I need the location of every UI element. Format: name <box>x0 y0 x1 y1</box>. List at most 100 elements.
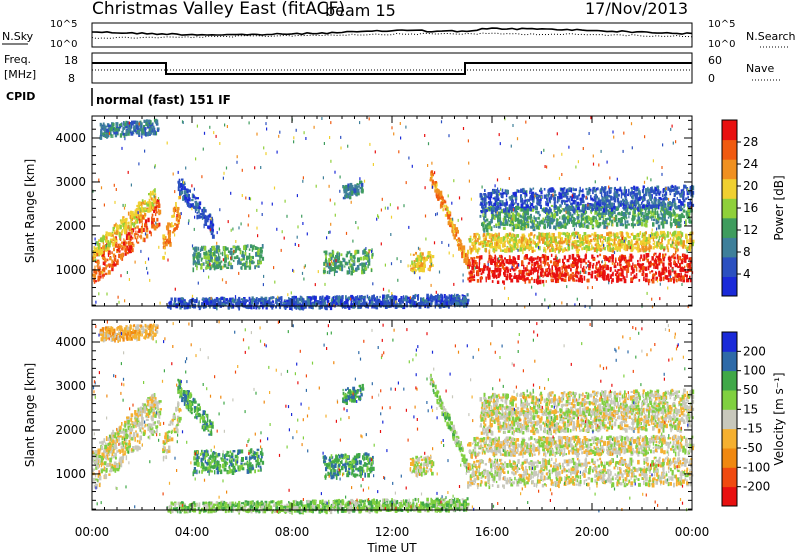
heatmap-cell <box>611 279 613 284</box>
heatmap-cell <box>658 245 660 249</box>
heatmap-cell <box>648 242 650 247</box>
heatmap-cell <box>123 218 127 222</box>
heatmap-cell <box>496 245 499 248</box>
heatmap-cell <box>652 276 654 279</box>
heatmap-cell <box>529 188 533 192</box>
heatmap-cell <box>610 196 613 201</box>
heatmap-cell <box>583 195 585 198</box>
heatmap-cell <box>608 187 610 192</box>
heatmap-cell <box>595 264 597 268</box>
heatmap-cell <box>486 232 488 238</box>
heatmap-cell <box>507 189 509 195</box>
heatmap-cell <box>565 222 569 226</box>
heatmap-cell <box>642 234 645 237</box>
heatmap-cell <box>648 201 650 204</box>
heatmap-cell <box>178 215 181 221</box>
heatmap-cell <box>347 195 350 198</box>
heatmap-cell <box>608 244 611 249</box>
heatmap-cell <box>472 269 475 274</box>
heatmap-cell <box>520 243 523 249</box>
heatmap-cell <box>495 267 499 273</box>
heatmap-cell <box>565 200 568 203</box>
heatmap-cell <box>529 201 532 206</box>
heatmap-cell <box>624 242 627 247</box>
heatmap-cell <box>538 279 542 285</box>
heatmap-cell <box>615 237 617 241</box>
heatmap-cell <box>650 187 653 191</box>
heatmap-cell <box>560 222 563 226</box>
heatmap-cell <box>514 208 518 213</box>
heatmap-cell <box>611 248 615 253</box>
heatmap-cell <box>512 263 515 267</box>
heatmap-cell <box>412 303 416 308</box>
heatmap-cell <box>580 213 583 217</box>
heatmap-cell <box>580 215 582 220</box>
heatmap-cell <box>114 243 118 248</box>
heatmap-cell <box>491 280 494 283</box>
heatmap-cell <box>602 236 606 239</box>
heatmap-cell <box>618 240 620 245</box>
heatmap-cell <box>96 246 98 251</box>
heatmap-cell <box>590 197 593 201</box>
heatmap-cell <box>607 204 611 208</box>
heatmap-cell <box>493 241 497 245</box>
heatmap-cell <box>588 187 591 190</box>
heatmap-cell <box>603 225 607 229</box>
heatmap-cell <box>598 202 602 207</box>
heatmap-cell <box>510 194 514 200</box>
heatmap-cell <box>645 257 648 260</box>
heatmap-cell <box>575 209 578 213</box>
heatmap-cell <box>569 198 571 203</box>
heatmap-cell <box>632 224 634 229</box>
heatmap-cell <box>681 258 684 261</box>
heatmap-cell <box>241 298 244 301</box>
heatmap-cell <box>493 202 497 207</box>
heatmap-cell <box>526 277 529 281</box>
heatmap-cell <box>180 188 183 193</box>
heatmap-cell <box>666 197 669 201</box>
heatmap-cell <box>626 268 630 273</box>
heatmap-cell <box>509 246 513 249</box>
heatmap-cell <box>546 262 549 266</box>
heatmap-cell <box>524 279 527 284</box>
heatmap-cell <box>411 260 413 266</box>
heatmap-cell <box>198 201 202 206</box>
heatmap-cell <box>620 245 623 249</box>
heatmap-cell <box>451 222 454 226</box>
heatmap-cell <box>644 232 646 237</box>
heatmap-cell <box>341 266 344 272</box>
heatmap-cell <box>632 276 634 280</box>
freq-series-line <box>92 62 692 75</box>
heatmap-cell <box>620 272 624 277</box>
heatmap-cell <box>540 187 543 192</box>
heatmap-cell <box>596 254 599 258</box>
heatmap-cell <box>461 242 463 247</box>
heatmap-cell <box>664 216 666 222</box>
heatmap-cell <box>446 206 448 209</box>
heatmap-cell <box>602 187 606 192</box>
heatmap-cell <box>243 245 246 251</box>
heatmap-cell <box>520 188 523 193</box>
heatmap-cell <box>524 238 528 241</box>
heatmap-cell <box>548 243 551 247</box>
heatmap-cell <box>499 207 502 210</box>
heatmap-cell <box>644 243 646 248</box>
heatmap-cell <box>524 278 527 281</box>
heatmap-cell <box>533 208 535 211</box>
heatmap-cell <box>611 259 614 263</box>
heatmap-cell <box>257 248 261 252</box>
heatmap-cell <box>639 231 642 235</box>
heatmap-cell <box>196 205 200 209</box>
heatmap-cell <box>167 222 170 226</box>
heatmap-cell <box>494 266 496 270</box>
heatmap-cell <box>676 263 678 268</box>
heatmap-cell <box>663 231 665 234</box>
heatmap-cell <box>639 196 643 200</box>
heatmap-cell <box>202 211 205 217</box>
heatmap-cell <box>329 257 332 260</box>
heatmap-cell <box>442 300 444 303</box>
heatmap-cell <box>175 205 177 209</box>
heatmap-cell <box>497 219 500 222</box>
heatmap-cell <box>558 221 561 226</box>
heatmap-cell <box>512 192 516 196</box>
